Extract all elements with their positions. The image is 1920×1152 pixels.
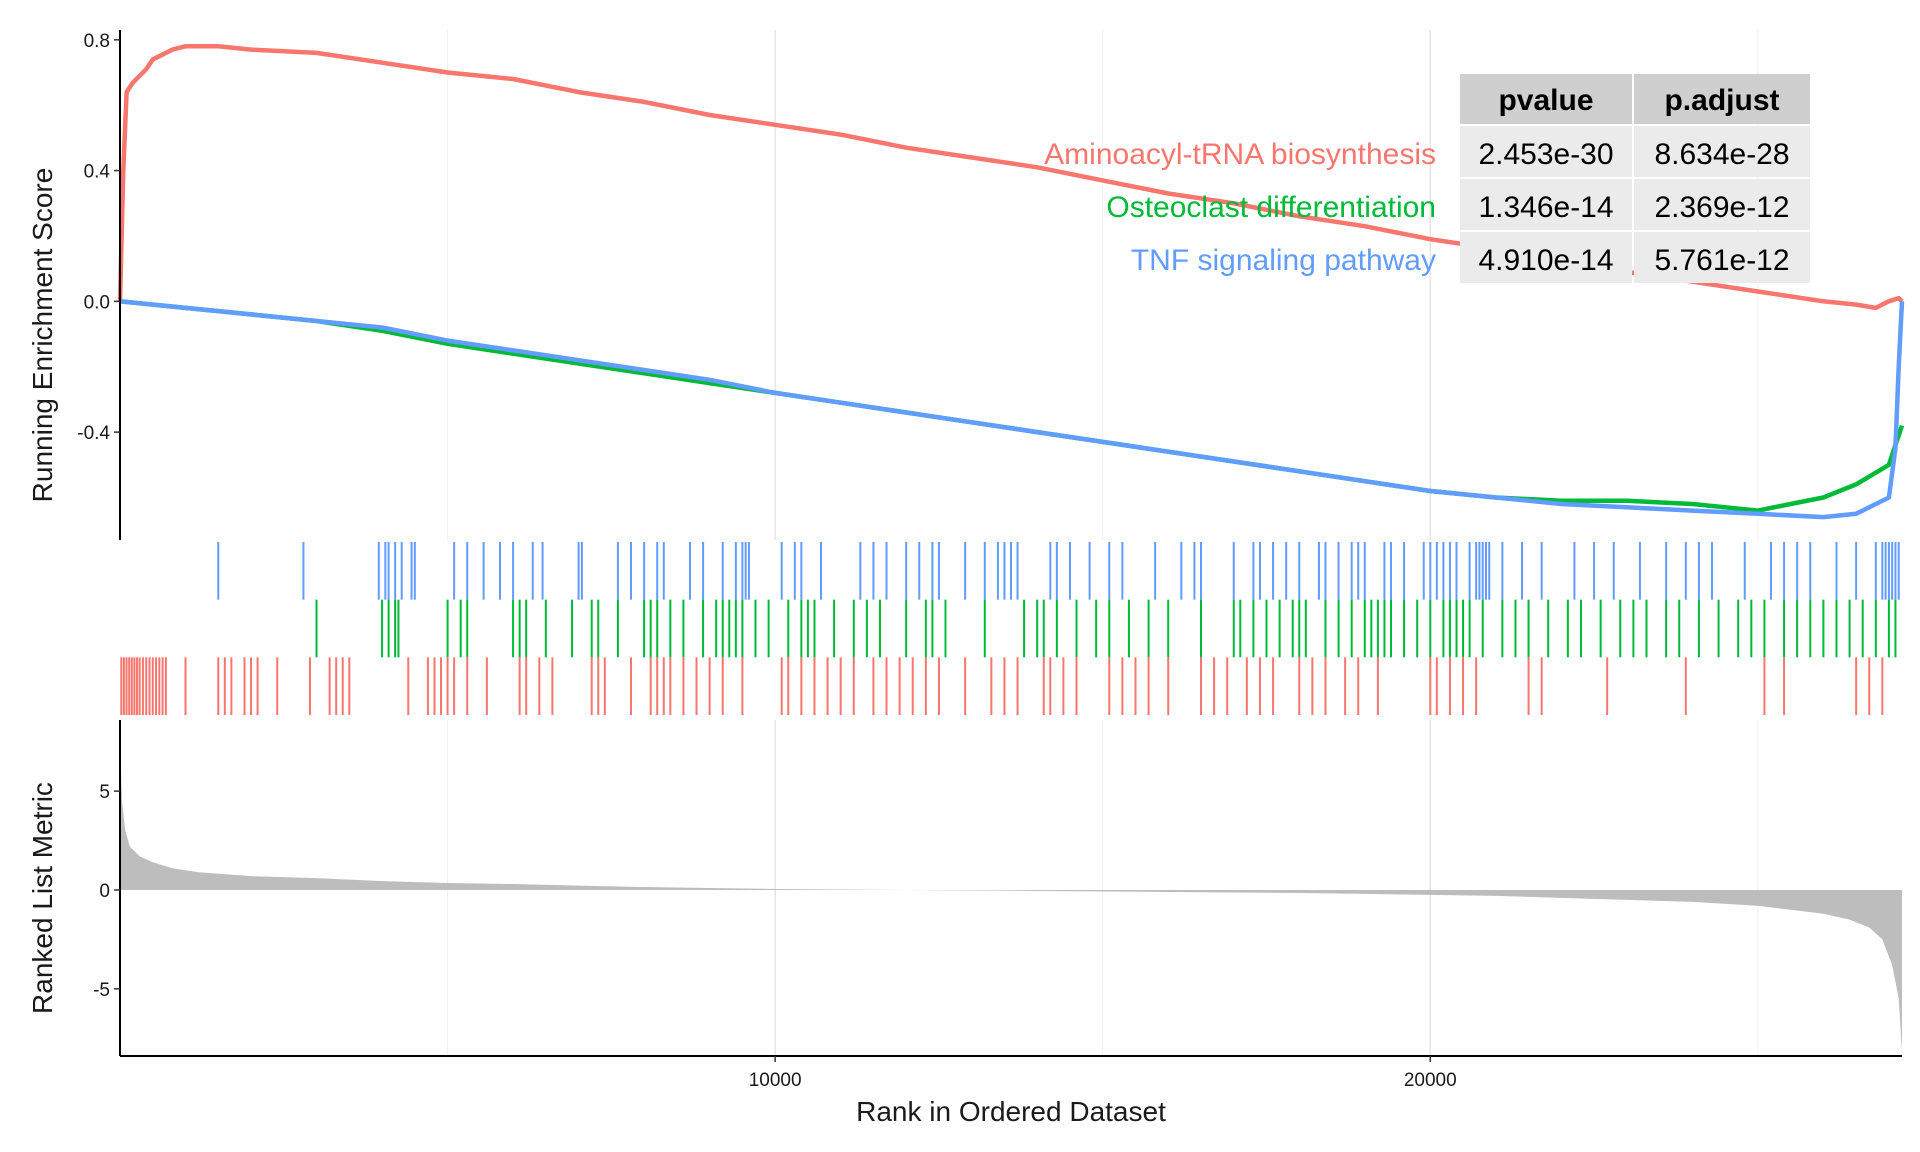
- y-tick-label: 0.0: [84, 292, 110, 313]
- pvalue-osteoclast: 1.346e-14: [1478, 191, 1613, 224]
- legend-label-aminoacyl: Aminoacyl-tRNA biosynthesis: [1044, 138, 1436, 171]
- table-cell: [1460, 126, 1632, 177]
- y-tick-label: 0.8: [84, 31, 110, 52]
- y-tick-label: 0.4: [84, 162, 111, 183]
- table-cell: [1634, 126, 1810, 177]
- legend-label-osteoclast: Osteoclast differentiation: [1106, 191, 1436, 224]
- table-header-cell: [1634, 74, 1810, 124]
- axes: [119, 30, 1902, 1057]
- x-axis-title: Rank in Ordered Dataset: [856, 1096, 1166, 1127]
- hit-rug-plot: [120, 542, 1900, 715]
- padjust-osteoclast: 2.369e-12: [1654, 191, 1789, 224]
- tick-labels: 0.8 0.4 0.0 -0.4 5 0 -5 10000 20000: [77, 31, 1456, 1091]
- table-header-pvalue: pvalue: [1498, 84, 1593, 117]
- table-cell: [1634, 179, 1810, 230]
- table-header-p-adjust: p.adjust: [1664, 84, 1779, 117]
- padjust-aminoacyl: 8.634e-28: [1654, 138, 1789, 171]
- x-tick-label: 20000: [1404, 1070, 1457, 1091]
- table-cell: [1460, 179, 1632, 230]
- y-tick-label: -0.4: [77, 423, 110, 444]
- y-tick-label: 5: [99, 782, 110, 803]
- table-cell: [1460, 232, 1632, 283]
- x-tick-label: 10000: [749, 1070, 802, 1091]
- pvalue-aminoacyl: 2.453e-30: [1478, 138, 1613, 171]
- y-axis-title-enrichment: Running Enrichment Score: [27, 168, 58, 503]
- es-line-aminoacyl-trna-biosynthesis: [117, 44, 1904, 311]
- y-tick-label: -5: [93, 980, 110, 1001]
- ranked-metric-fill: [120, 741, 1902, 1053]
- legend-label-tnf: TNF signaling pathway: [1131, 244, 1436, 277]
- y-tick-label: 0: [99, 881, 110, 902]
- padjust-tnf: 5.761e-12: [1654, 244, 1789, 277]
- pvalue-table: pvalue p.adjust Aminoacyl-tRNA biosynthe…: [1044, 74, 1810, 283]
- table-cell: [1634, 232, 1810, 283]
- table-header-cell: [1460, 74, 1632, 124]
- y-axis-title-ranked-metric: Ranked List Metric: [27, 782, 58, 1014]
- ranked-metric-area: [120, 741, 1902, 1053]
- es-line-osteoclast-differentiation: [119, 299, 1905, 513]
- pvalue-tnf: 4.910e-14: [1478, 244, 1613, 277]
- es-line-tnf-signaling-pathway: [119, 299, 1905, 520]
- enrichment-curves: [117, 44, 1905, 520]
